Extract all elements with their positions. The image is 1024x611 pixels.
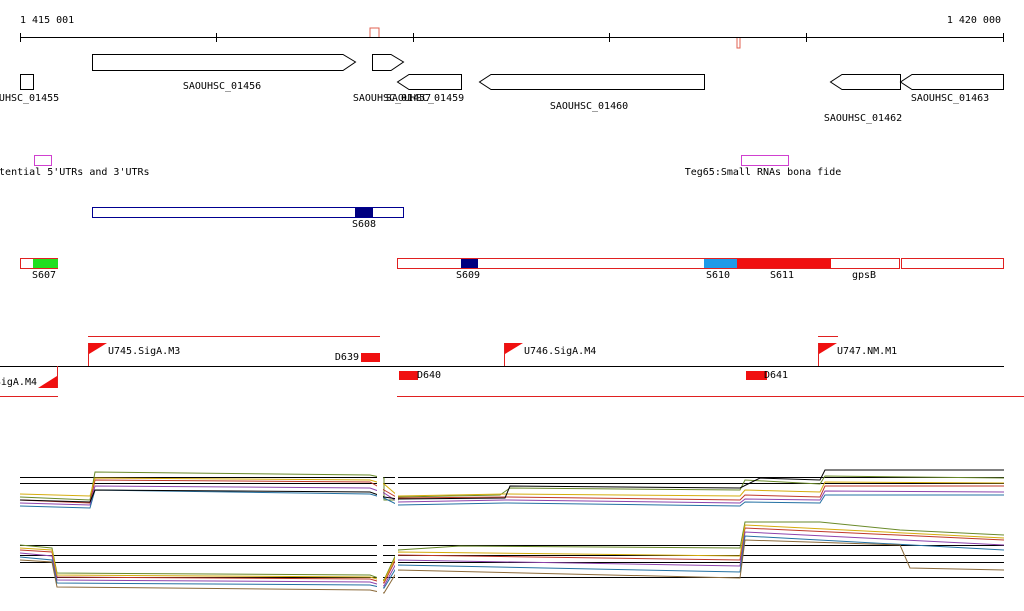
- gene-label: SAOUHSC_01459: [386, 93, 464, 104]
- gene-label: SAOUHSC_01456: [183, 81, 261, 92]
- ruler-ticks: [20, 33, 1004, 42]
- utr-box: [34, 155, 52, 166]
- flag: [819, 343, 837, 354]
- annotation-label: Potential 5'UTRs and 3'UTRs: [0, 167, 150, 178]
- terminator: [746, 371, 767, 380]
- terminator: [399, 371, 418, 380]
- segment: [737, 259, 831, 268]
- promoter-label: D641: [764, 370, 788, 381]
- genes: SAOUHSC_01455 SAOUHSC_01456 SAOUHSC_0145…: [0, 54, 1004, 124]
- gene-label: SAOUHSC_01460: [550, 101, 628, 112]
- segment-box: [901, 258, 1004, 269]
- segments: S608 S607 S609 S610 S611 gpsB: [20, 207, 1004, 281]
- expression-profiles: [19, 469, 1005, 600]
- srna-box: [741, 155, 789, 166]
- ruler: 1 415 001 1 420 000: [20, 15, 1004, 49]
- gap: [58, 330, 397, 410]
- promoters: U744.SigA.M4 U745.SigA.M3 D639 D640 U746…: [0, 330, 1024, 410]
- segment-label: S608: [352, 219, 376, 230]
- promoter-label: U744.SigA.M4: [0, 377, 37, 388]
- gene-label: SAOUHSC_01463: [911, 93, 989, 104]
- gene-arrow: [372, 54, 405, 71]
- flag: [505, 343, 523, 354]
- segment-box: [397, 258, 900, 269]
- promoter-label: D640: [417, 370, 441, 381]
- segment-label: gpsB: [852, 270, 876, 281]
- gap: [377, 470, 383, 600]
- ruler-end: 1 420 000: [947, 15, 1001, 26]
- gene-arrow: [92, 54, 357, 71]
- ruler-start: 1 415 001: [20, 15, 74, 26]
- segment-label: S607: [32, 270, 56, 281]
- gene-arrow: [829, 74, 901, 90]
- gene-arrow: [899, 74, 1004, 90]
- promoter-label: D639: [335, 352, 359, 363]
- flag: [89, 343, 107, 354]
- segment-box: [92, 207, 404, 218]
- gene-label: SAOUHSC_01457: [353, 93, 431, 104]
- segment: [355, 208, 373, 217]
- flag: [38, 376, 57, 388]
- gap: [395, 470, 398, 600]
- gene: [20, 74, 34, 90]
- segment: [704, 259, 737, 268]
- segment-label: S610: [706, 270, 730, 281]
- marker: [736, 38, 741, 49]
- annotation-label: Teg65:Small RNAs bona fide: [685, 167, 842, 178]
- promoter-label: U746.SigA.M4: [524, 346, 596, 357]
- segment: [461, 259, 478, 268]
- terminator: [361, 353, 380, 362]
- gene-label: SAOUHSC_01455: [0, 93, 59, 104]
- annotations: Potential 5'UTRs and 3'UTRs Teg65:Small …: [0, 155, 842, 178]
- marker: [369, 27, 380, 37]
- gene-label: SAOUHSC_01462: [824, 113, 902, 124]
- segment-label: S609: [456, 270, 480, 281]
- segment-label: S611: [770, 270, 794, 281]
- gene-arrow: [396, 74, 462, 90]
- gene-arrow: [478, 74, 705, 90]
- segment: [33, 259, 58, 268]
- promoter-label: U745.SigA.M3: [108, 346, 180, 357]
- promoter-label: U747.NM.M1: [837, 346, 897, 357]
